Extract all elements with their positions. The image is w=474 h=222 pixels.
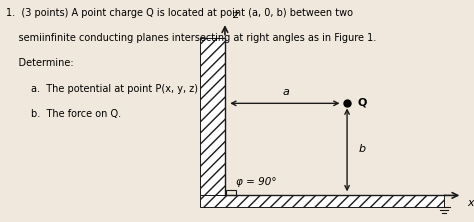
Text: φ = 90°: φ = 90° xyxy=(237,177,277,187)
Bar xyxy=(226,190,237,195)
Text: Q: Q xyxy=(357,97,366,107)
Text: a: a xyxy=(283,87,290,97)
Bar xyxy=(200,195,444,207)
Text: Determine:: Determine: xyxy=(6,58,73,68)
Text: b: b xyxy=(359,144,366,154)
Text: z: z xyxy=(232,10,238,20)
Text: x: x xyxy=(467,198,474,208)
Bar xyxy=(200,38,225,195)
Text: 1.  (3 points) A point charge Q is located at point (a, 0, b) between two: 1. (3 points) A point charge Q is locate… xyxy=(6,8,353,18)
Text: semiinfinite conducting planes intersecting at right angles as in Figure 1.: semiinfinite conducting planes intersect… xyxy=(6,33,376,43)
Text: b.  The force on Q.: b. The force on Q. xyxy=(6,109,121,119)
Text: a.  The potential at point P(x, y, z): a. The potential at point P(x, y, z) xyxy=(6,84,198,94)
